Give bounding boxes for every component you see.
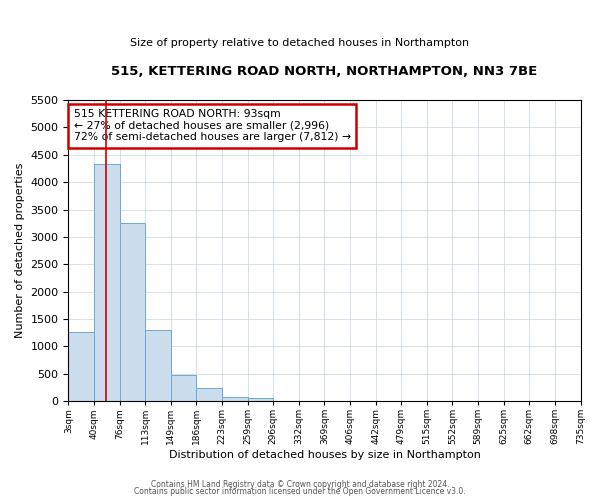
Bar xyxy=(171,375,196,401)
X-axis label: Distribution of detached houses by size in Northampton: Distribution of detached houses by size … xyxy=(169,450,481,460)
Bar xyxy=(94,164,119,401)
Bar xyxy=(222,396,248,401)
Bar xyxy=(119,223,145,401)
Bar xyxy=(145,330,171,401)
Bar xyxy=(68,332,94,401)
Text: Contains HM Land Registry data © Crown copyright and database right 2024.: Contains HM Land Registry data © Crown c… xyxy=(151,480,449,489)
Bar xyxy=(196,388,222,401)
Y-axis label: Number of detached properties: Number of detached properties xyxy=(15,163,25,338)
Text: Contains public sector information licensed under the Open Government Licence v3: Contains public sector information licen… xyxy=(134,487,466,496)
Bar xyxy=(248,398,273,401)
Text: 515 KETTERING ROAD NORTH: 93sqm
← 27% of detached houses are smaller (2,996)
72%: 515 KETTERING ROAD NORTH: 93sqm ← 27% of… xyxy=(74,109,350,142)
Title: 515, KETTERING ROAD NORTH, NORTHAMPTON, NN3 7BE: 515, KETTERING ROAD NORTH, NORTHAMPTON, … xyxy=(112,65,538,78)
Text: Size of property relative to detached houses in Northampton: Size of property relative to detached ho… xyxy=(130,38,470,48)
